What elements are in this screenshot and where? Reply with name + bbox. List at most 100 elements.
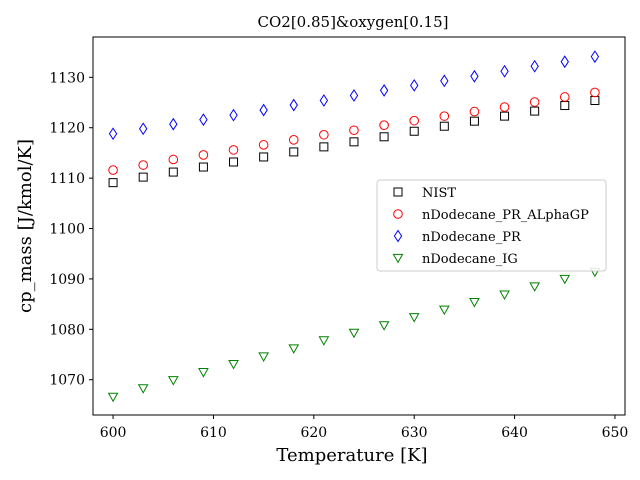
data-point <box>138 172 148 182</box>
data-point <box>319 94 329 107</box>
x-tick-label: 630 <box>401 425 428 441</box>
data-point <box>167 376 179 386</box>
data-point <box>138 122 148 136</box>
data-point <box>379 120 389 130</box>
data-point <box>378 321 390 331</box>
x-tick-label: 650 <box>602 425 629 441</box>
legend-marker <box>393 229 403 243</box>
data-point <box>470 69 479 83</box>
data-point <box>319 142 329 152</box>
data-point <box>198 162 208 172</box>
x-tick-label: 610 <box>200 425 227 441</box>
data-point <box>349 137 359 147</box>
data-point <box>289 98 298 112</box>
data-point <box>529 97 540 107</box>
data-point <box>229 157 239 167</box>
y-tick-label: 1080 <box>49 322 85 338</box>
legend-marker <box>393 209 403 219</box>
legend-label: NIST <box>422 186 456 201</box>
data-point <box>288 135 299 145</box>
data-point <box>379 132 389 142</box>
data-point <box>137 384 149 394</box>
data-point <box>559 92 570 102</box>
data-point <box>499 102 510 112</box>
y-tick-label: 1120 <box>49 121 85 137</box>
y-axis: 1070 1080 1090 1100 1110 1120 1130 <box>49 70 93 389</box>
data-point <box>379 84 389 97</box>
data-point <box>439 111 450 121</box>
data-point <box>559 274 571 285</box>
data-point <box>198 368 209 378</box>
data-point <box>590 96 600 106</box>
data-point <box>440 74 449 88</box>
data-point <box>259 103 268 117</box>
series-NIST <box>108 96 600 188</box>
data-point <box>107 392 119 403</box>
legend-label: nDodecane_PR_ALphaGP <box>422 208 589 223</box>
y-tick-label: 1110 <box>49 171 85 187</box>
data-point <box>168 154 179 165</box>
data-point <box>228 359 239 370</box>
data-point <box>469 298 480 308</box>
data-point <box>349 125 359 136</box>
data-point <box>530 106 540 116</box>
data-point <box>410 78 419 92</box>
data-point <box>438 305 450 316</box>
data-point <box>349 89 359 102</box>
data-point <box>108 165 118 175</box>
data-point <box>259 152 269 162</box>
x-tick-label: 640 <box>501 425 528 441</box>
data-point <box>169 117 178 131</box>
legend-marker <box>392 253 404 264</box>
data-point <box>348 328 360 339</box>
data-point <box>469 106 480 117</box>
x-tick-label: 600 <box>100 425 127 441</box>
data-points <box>107 50 601 403</box>
data-point <box>590 87 600 98</box>
data-point <box>318 336 330 346</box>
data-point <box>258 352 269 362</box>
data-point <box>529 282 541 292</box>
legend: NIST nDodecane_PR_ALphaGP nDodecane_PR nDod… <box>376 179 607 272</box>
data-point <box>560 55 569 69</box>
data-point <box>409 115 420 126</box>
data-point <box>590 50 600 64</box>
legend-label: nDodecane_PR <box>422 230 522 245</box>
series-nDodecane_IG <box>107 267 601 403</box>
x-tick-label: 620 <box>300 425 327 441</box>
legend-box <box>376 179 607 272</box>
data-point <box>289 147 299 157</box>
y-tick-label: 1090 <box>49 272 85 288</box>
series-nDodecane_PR_ALphaGP <box>108 87 600 175</box>
data-point <box>108 127 118 141</box>
data-point <box>500 64 509 78</box>
data-point <box>258 140 269 150</box>
legend-marker <box>393 187 403 197</box>
x-axis-label: Temperature [K] <box>276 445 427 466</box>
data-point <box>288 344 300 354</box>
data-point <box>319 129 329 140</box>
legend-label: nDodecane_IG <box>422 252 518 267</box>
data-point <box>198 150 209 160</box>
data-point <box>560 101 570 111</box>
data-point <box>499 290 510 300</box>
chart-title: CO2[0.85]&oxygen[0.15] <box>258 13 449 31</box>
data-point <box>199 113 208 127</box>
y-tick-label: 1070 <box>49 373 85 389</box>
y-axis-label: cp_mass [J/kmol/K] <box>15 139 36 313</box>
data-point <box>500 111 510 121</box>
y-tick-label: 1100 <box>49 222 85 238</box>
data-point <box>439 121 449 131</box>
series-nDodecane_PR <box>108 50 600 141</box>
data-point <box>168 167 178 177</box>
data-point <box>108 178 118 188</box>
y-tick-label: 1130 <box>49 70 85 86</box>
x-axis: 600 610 620 630 640 650 <box>100 415 629 441</box>
data-point <box>229 108 238 122</box>
data-point <box>408 313 420 323</box>
plot-area <box>92 36 626 416</box>
data-point <box>228 145 239 155</box>
data-point <box>530 59 539 73</box>
data-point <box>469 116 479 126</box>
